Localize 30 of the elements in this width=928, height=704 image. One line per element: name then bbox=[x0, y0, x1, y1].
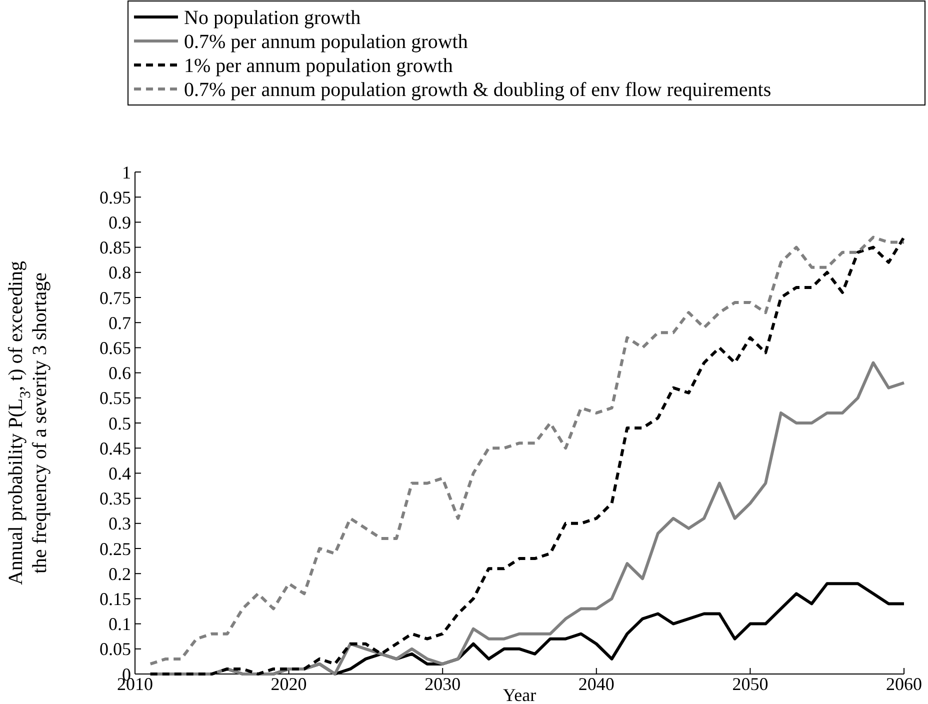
y-tick-label: 0.8 bbox=[108, 262, 131, 283]
y-tick-label: 0.95 bbox=[100, 187, 131, 208]
x-tick-label: 2040 bbox=[578, 674, 614, 694]
legend-label: 0.7% per annum population growth bbox=[184, 31, 468, 53]
y-tick-label: 0.05 bbox=[100, 639, 131, 660]
legend-label: No population growth bbox=[184, 7, 361, 29]
x-tick-label: 2020 bbox=[270, 674, 307, 694]
x-tick-label: 2050 bbox=[732, 674, 768, 694]
y-tick-label: 0.2 bbox=[108, 564, 131, 584]
y-tick-label: 0.65 bbox=[100, 338, 131, 358]
y-tick-label: 0.45 bbox=[100, 438, 131, 458]
legend-label: 1% per annum population growth bbox=[184, 55, 453, 77]
legend-label: 0.7% per annum population growth & doubling of env flow requirements bbox=[184, 79, 772, 101]
y-tick-label: 0.15 bbox=[100, 589, 131, 609]
x-axis-title: Year bbox=[502, 685, 536, 704]
y-tick-label: 0.7 bbox=[108, 312, 131, 333]
y-tick-label: 0.25 bbox=[100, 538, 131, 559]
y-tick-label: 0.3 bbox=[108, 514, 131, 534]
y-tick-label: 0.9 bbox=[108, 212, 131, 232]
x-tick-label: 2030 bbox=[424, 674, 461, 694]
y-tick-label: 0.6 bbox=[108, 363, 131, 384]
y-tick-label: 0.1 bbox=[108, 614, 131, 634]
y-tick-label: 0.55 bbox=[100, 388, 131, 408]
y-tick-label: 0.4 bbox=[108, 464, 131, 484]
y-tick-label: 1 bbox=[122, 162, 131, 182]
x-tick-label: 2060 bbox=[886, 674, 922, 694]
y-tick-label: 0.85 bbox=[100, 238, 131, 258]
y-tick-label: 0.35 bbox=[100, 488, 131, 509]
y-tick-label: 0.5 bbox=[108, 413, 131, 434]
y-tick-label: 0.75 bbox=[100, 288, 131, 308]
